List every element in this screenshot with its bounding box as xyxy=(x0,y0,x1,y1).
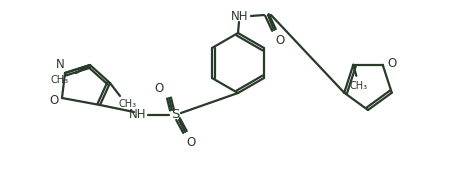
Text: O: O xyxy=(154,81,163,94)
Text: S: S xyxy=(171,109,179,122)
Text: NH: NH xyxy=(129,109,147,122)
Text: N: N xyxy=(56,59,64,72)
Text: CH₃: CH₃ xyxy=(51,75,69,85)
Text: CH₃: CH₃ xyxy=(119,99,137,109)
Text: O: O xyxy=(387,57,396,70)
Text: NH: NH xyxy=(231,10,249,23)
Text: O: O xyxy=(276,33,285,46)
Text: O: O xyxy=(49,94,59,107)
Text: CH₃: CH₃ xyxy=(349,81,367,91)
Text: O: O xyxy=(187,135,196,148)
